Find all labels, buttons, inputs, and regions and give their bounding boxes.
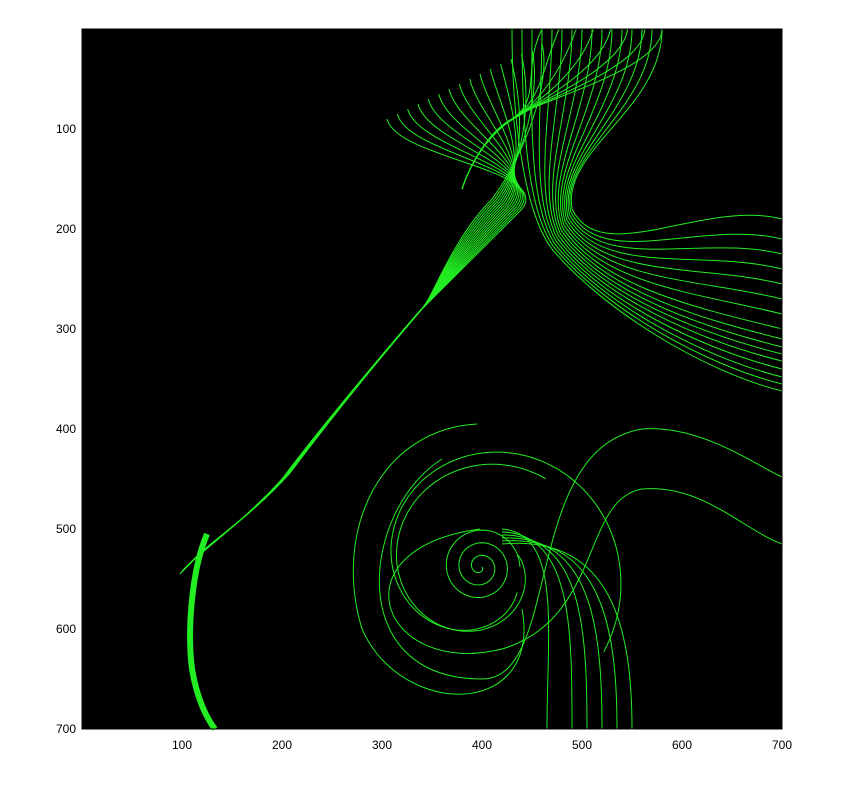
y-tick-label: 100 (56, 122, 76, 136)
spiral-streamline (396, 463, 547, 632)
spiral-streamline (388, 488, 783, 654)
upper-right-streamline (569, 28, 783, 242)
upper-right-streamline (565, 28, 783, 270)
x-tick-label: 400 (472, 738, 492, 752)
y-tick-label: 200 (56, 222, 76, 236)
y-tick-label: 500 (56, 522, 76, 536)
x-tick-label: 200 (272, 738, 292, 752)
y-tick-label: 400 (56, 422, 76, 436)
focus-spiral (445, 529, 521, 598)
axes-frame (81, 28, 783, 730)
fan-streamline (501, 531, 573, 730)
upper-right-streamline (548, 28, 783, 355)
fan-streamline (501, 540, 618, 730)
upper-right-streamline (564, 28, 783, 285)
x-tick-label: 600 (672, 738, 692, 752)
fan-streamline (501, 534, 588, 730)
y-tick-label: 300 (56, 322, 76, 336)
upper-right-streamline (570, 28, 783, 235)
y-tick-label: 700 (56, 722, 76, 736)
upper-right-streamline (567, 28, 783, 255)
x-tick-label: 100 (172, 738, 192, 752)
upper-right-streamline (511, 28, 783, 392)
bundle-trunk (187, 532, 218, 731)
upper-right-streamline (559, 28, 783, 315)
upper-right-streamline (557, 28, 783, 330)
bundle-streamline (191, 43, 545, 563)
spiral-streamline (352, 423, 525, 695)
streamline-curves (179, 28, 783, 731)
upper-right-streamline (562, 28, 783, 300)
saddle-streamline (461, 28, 663, 190)
spiral-streamline (378, 428, 783, 680)
upper-right-streamline (555, 28, 783, 340)
plot-area (82, 29, 782, 729)
y-axis-ticks: 100 200 300 400 500 600 700 (56, 122, 782, 736)
fan-streamline (501, 537, 603, 730)
fan-streamline (501, 542, 633, 730)
x-axis-ticks: 100 200 300 400 500 600 700 (172, 723, 792, 752)
upper-right-streamline (544, 28, 783, 362)
x-tick-label: 300 (372, 738, 392, 752)
upper-right-streamline (552, 28, 783, 348)
upper-right-streamline (538, 28, 783, 370)
upper-right-streamline (531, 28, 783, 378)
spiral-streamline (390, 451, 622, 652)
x-tick-label: 500 (572, 738, 592, 752)
x-tick-label: 700 (772, 738, 792, 752)
y-tick-label: 600 (56, 622, 76, 636)
